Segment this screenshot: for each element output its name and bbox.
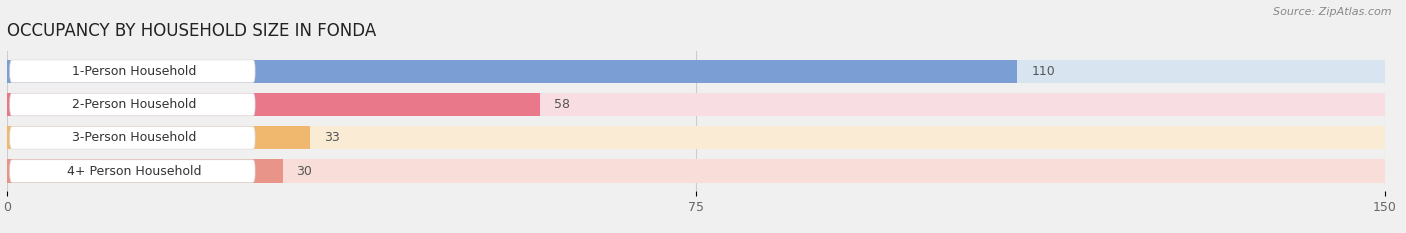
Text: 110: 110 xyxy=(1031,65,1054,78)
Text: 2-Person Household: 2-Person Household xyxy=(72,98,195,111)
Text: 4+ Person Household: 4+ Person Household xyxy=(66,164,201,178)
Bar xyxy=(7,93,1385,116)
FancyBboxPatch shape xyxy=(10,160,254,182)
Text: 58: 58 xyxy=(554,98,569,111)
Text: 30: 30 xyxy=(297,164,312,178)
Text: 3-Person Household: 3-Person Household xyxy=(72,131,195,144)
FancyBboxPatch shape xyxy=(10,93,254,116)
Bar xyxy=(7,60,1385,83)
Bar xyxy=(7,159,1385,183)
Bar xyxy=(7,60,1018,83)
Bar xyxy=(7,159,283,183)
Text: OCCUPANCY BY HOUSEHOLD SIZE IN FONDA: OCCUPANCY BY HOUSEHOLD SIZE IN FONDA xyxy=(7,22,377,40)
FancyBboxPatch shape xyxy=(10,127,254,149)
Bar xyxy=(7,126,1385,149)
Bar xyxy=(7,126,311,149)
Bar xyxy=(7,93,540,116)
Text: 33: 33 xyxy=(323,131,340,144)
FancyBboxPatch shape xyxy=(10,60,254,82)
Text: 1-Person Household: 1-Person Household xyxy=(72,65,195,78)
Text: Source: ZipAtlas.com: Source: ZipAtlas.com xyxy=(1274,7,1392,17)
